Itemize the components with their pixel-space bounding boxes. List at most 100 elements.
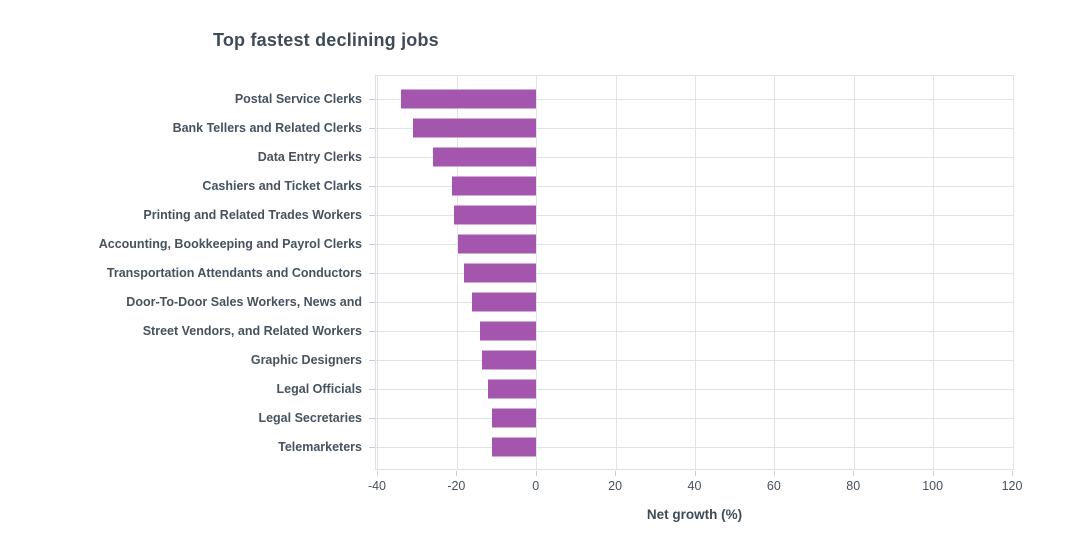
bar-row: Graphic Designers (0, 345, 1014, 374)
bar-track (375, 374, 1014, 403)
y-tick (369, 417, 375, 419)
x-tick-label: 40 (687, 479, 702, 493)
horizontal-gridline (376, 244, 1013, 246)
category-label: Data Entry Clerks (257, 150, 362, 165)
y-tick (369, 273, 375, 274)
bar-1 (400, 89, 536, 109)
category-label: Door-To-Door Sales Workers, News and (126, 294, 362, 309)
bar-12 (492, 408, 536, 428)
x-tick-label: 20 (608, 479, 623, 493)
y-tick (369, 301, 375, 303)
category-label: Telemarketers (278, 439, 362, 454)
bar-track (375, 201, 1014, 230)
bar-row: Street Vendors, and Related Workers (0, 316, 1014, 345)
x-tick (376, 471, 378, 476)
bar-row: Cashiers and Ticket Clarks (0, 172, 1014, 201)
x-tick (773, 471, 775, 476)
x-tick-label: 100 (922, 479, 944, 493)
horizontal-gridline (376, 417, 1013, 419)
bar-2 (412, 118, 536, 138)
x-tick-label: 60 (766, 479, 781, 493)
y-tick (369, 215, 375, 217)
bar-8 (472, 292, 536, 312)
y-tick (369, 186, 375, 188)
bar-row: Data Entry Clerks (0, 143, 1014, 172)
bar-row: Bank Tellers and Related Clerks (0, 114, 1014, 143)
vertical-gridline (1012, 76, 1014, 469)
bar-track (375, 403, 1014, 432)
x-tick-label: 120 (1001, 479, 1023, 493)
x-tick (932, 471, 934, 476)
x-tick (853, 471, 855, 476)
bar-rows: Postal Service Clerks Bank Tellers and Re… (0, 85, 1014, 461)
bar-row: Telemarketers (0, 432, 1014, 461)
bar-track (375, 345, 1014, 374)
y-tick (369, 330, 375, 332)
x-tick (615, 471, 617, 476)
y-tick (369, 99, 375, 101)
horizontal-gridline (376, 215, 1013, 217)
chart-title: Top fastest declining jobs (213, 30, 439, 50)
bar-9 (480, 321, 536, 341)
vertical-gridline (933, 76, 935, 469)
category-label: Printing and Related Trades Workers (143, 208, 362, 223)
category-label: Postal Service Clerks (234, 92, 362, 107)
bar-3 (432, 147, 536, 167)
bar-track (375, 316, 1014, 345)
bar-row: Accounting, Bookkeeping and Payrol Clerk… (0, 230, 1014, 259)
category-label: Transportation Attendants and Conductors (106, 265, 362, 280)
bar-track (375, 432, 1014, 461)
x-tick (535, 471, 537, 476)
vertical-gridline (774, 76, 776, 469)
category-label: Legal Officials (276, 381, 362, 396)
bar-track (375, 230, 1014, 259)
category-label: Street Vendors, and Related Workers (142, 323, 362, 338)
x-axis-title: Net growth (%) (646, 507, 743, 522)
vertical-gridline (536, 76, 538, 469)
horizontal-gridline (376, 388, 1013, 390)
bar-13 (492, 437, 536, 457)
horizontal-gridline (376, 157, 1013, 159)
bar-row: Legal Secretaries (0, 403, 1014, 432)
y-tick (369, 128, 375, 130)
bar-10 (482, 350, 536, 370)
horizontal-gridline (376, 128, 1013, 130)
bar-5 (454, 205, 536, 225)
category-label: Legal Secretaries (258, 410, 362, 425)
horizontal-gridline (376, 446, 1013, 448)
y-tick (369, 157, 375, 159)
horizontal-gridline (376, 99, 1013, 101)
bar-row: Door-To-Door Sales Workers, News and (0, 287, 1014, 316)
category-label: Bank Tellers and Related Clerks (172, 121, 362, 136)
bar-track (375, 172, 1014, 201)
x-tick-label: -40 (367, 479, 387, 493)
bar-track (375, 143, 1014, 172)
horizontal-gridline (376, 359, 1013, 361)
bar-11 (488, 379, 536, 399)
x-tick-label: 0 (532, 479, 540, 493)
y-tick (369, 244, 375, 246)
horizontal-gridline (376, 186, 1013, 188)
bar-row: Printing and Related Trades Workers (0, 201, 1014, 230)
bar-track (375, 114, 1014, 143)
bar-track (375, 85, 1014, 114)
y-tick (369, 388, 375, 390)
category-label: Accounting, Bookkeeping and Payrol Clerk… (98, 237, 362, 252)
vertical-gridline (695, 76, 696, 469)
horizontal-gridline (376, 330, 1013, 332)
vertical-gridline (615, 76, 617, 469)
bar-4 (452, 176, 536, 196)
x-tick-label: -20 (447, 479, 466, 493)
bar-7 (464, 263, 536, 283)
bar-row: Postal Service Clerks (0, 85, 1014, 114)
vertical-gridline (456, 76, 458, 469)
x-tick (456, 471, 458, 476)
category-label: Graphic Designers (250, 352, 362, 367)
category-label: Cashiers and Ticket Clarks (202, 179, 362, 194)
vertical-gridline (853, 76, 855, 469)
y-tick (369, 359, 375, 361)
horizontal-gridline (376, 301, 1013, 303)
horizontal-gridline (376, 272, 1013, 274)
bar-6 (458, 234, 536, 254)
